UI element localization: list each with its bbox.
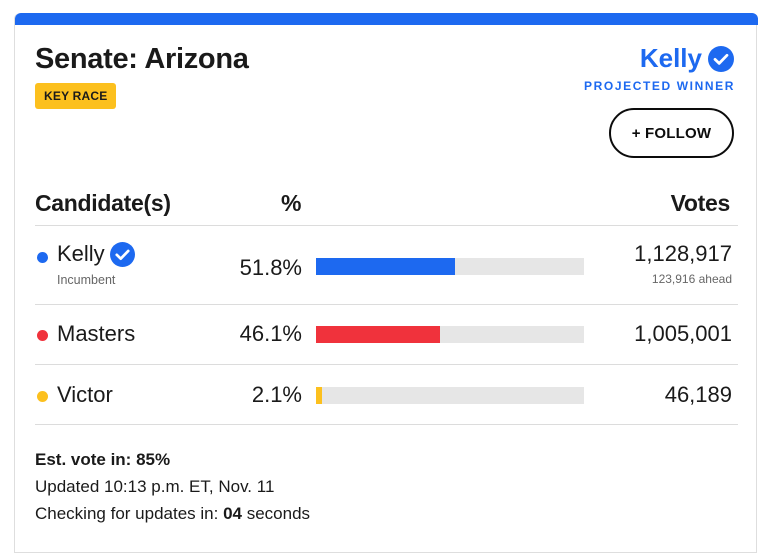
candidate-percent: 46.1% — [239, 321, 302, 346]
accent-bar — [15, 13, 758, 25]
candidate-votes: 1,128,917 — [634, 241, 732, 266]
vote-share-bar — [316, 326, 584, 343]
header-candidates: Candidate(s) — [35, 190, 171, 216]
estimated-vote-in: Est. vote in: 85% — [35, 450, 171, 469]
vote-share-fill — [316, 326, 440, 343]
countdown-prefix: Checking for updates in: — [35, 504, 224, 523]
divider — [35, 364, 738, 365]
update-countdown: Checking for updates in: 04 seconds — [35, 504, 310, 524]
candidate-votes: 46,189 — [664, 382, 732, 407]
projected-winner-label: PROJECTED WINNER — [584, 79, 735, 93]
candidate-votes: 1,005,001 — [634, 321, 732, 346]
countdown-value: 04 — [223, 504, 242, 523]
party-dot — [37, 391, 48, 402]
countdown-suffix: seconds — [241, 504, 311, 523]
vote-share-bar — [316, 258, 584, 275]
candidate-percent: 2.1% — [251, 382, 302, 407]
candidate-name: Kelly — [57, 241, 105, 266]
divider — [35, 424, 738, 425]
vote-share-bar — [316, 387, 584, 404]
key-race-badge: KEY RACE — [35, 83, 117, 109]
projected-winner: Kelly — [640, 43, 734, 74]
vote-share-fill — [316, 387, 322, 404]
party-dot — [37, 330, 48, 341]
candidate-name: Masters — [57, 321, 136, 346]
votes-ahead: 123,916 ahead — [651, 272, 732, 286]
header-percent: % — [281, 190, 302, 216]
header-votes: Votes — [670, 190, 731, 216]
candidate-name-wrap: Victor — [57, 382, 113, 408]
candidate-percent: 51.8% — [239, 255, 302, 280]
incumbent-label: Incumbent — [57, 273, 116, 287]
winner-name: Kelly — [639, 43, 702, 73]
candidate-name: Victor — [57, 382, 113, 407]
updated-timestamp: Updated 10:13 p.m. ET, Nov. 11 — [35, 477, 275, 496]
party-dot — [37, 252, 48, 263]
verified-check-icon — [109, 241, 135, 267]
candidate-name-wrap: Kelly — [57, 241, 135, 267]
vote-share-fill — [316, 258, 455, 275]
verified-check-icon — [708, 45, 734, 72]
divider — [35, 304, 738, 305]
candidate-name-wrap: Masters — [57, 321, 135, 347]
race-title: Senate: Arizona — [35, 43, 249, 75]
race-card: Senate: Arizona KEY RACE Kelly PROJECTED… — [14, 13, 758, 553]
follow-button[interactable]: + FOLLOW — [609, 108, 734, 158]
divider — [35, 225, 738, 226]
